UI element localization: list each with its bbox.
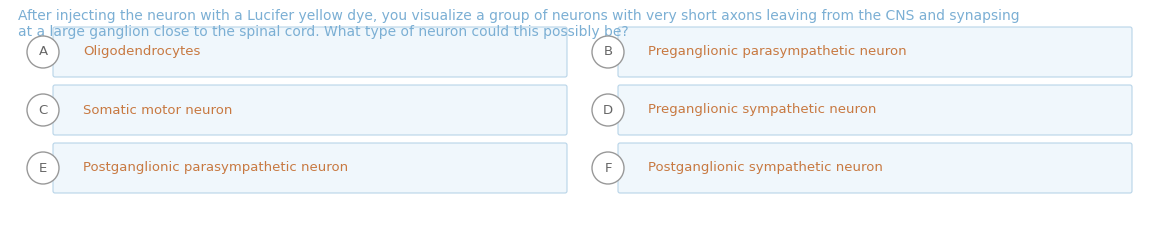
FancyBboxPatch shape — [53, 27, 567, 77]
FancyBboxPatch shape — [53, 85, 567, 135]
Text: Oligodendrocytes: Oligodendrocytes — [83, 45, 200, 59]
FancyBboxPatch shape — [618, 85, 1132, 135]
Text: B: B — [603, 45, 612, 59]
Circle shape — [27, 152, 59, 184]
Text: After injecting the neuron with a Lucifer yellow dye, you visualize a group of n: After injecting the neuron with a Lucife… — [18, 9, 1020, 23]
Text: at a large ganglion close to the spinal cord. What type of neuron could this pos: at a large ganglion close to the spinal … — [18, 25, 629, 39]
Text: Postganglionic parasympathetic neuron: Postganglionic parasympathetic neuron — [83, 162, 348, 174]
Text: A: A — [39, 45, 48, 59]
Circle shape — [593, 36, 624, 68]
Text: Somatic motor neuron: Somatic motor neuron — [83, 103, 232, 117]
FancyBboxPatch shape — [618, 27, 1132, 77]
Text: Preganglionic sympathetic neuron: Preganglionic sympathetic neuron — [648, 103, 876, 117]
Text: F: F — [604, 162, 611, 174]
Text: D: D — [603, 103, 614, 117]
Circle shape — [27, 94, 59, 126]
Text: E: E — [39, 162, 47, 174]
Text: Preganglionic parasympathetic neuron: Preganglionic parasympathetic neuron — [648, 45, 906, 59]
Text: C: C — [39, 103, 48, 117]
Text: Postganglionic sympathetic neuron: Postganglionic sympathetic neuron — [648, 162, 883, 174]
FancyBboxPatch shape — [618, 143, 1132, 193]
FancyBboxPatch shape — [53, 143, 567, 193]
Circle shape — [27, 36, 59, 68]
Circle shape — [593, 152, 624, 184]
Circle shape — [593, 94, 624, 126]
